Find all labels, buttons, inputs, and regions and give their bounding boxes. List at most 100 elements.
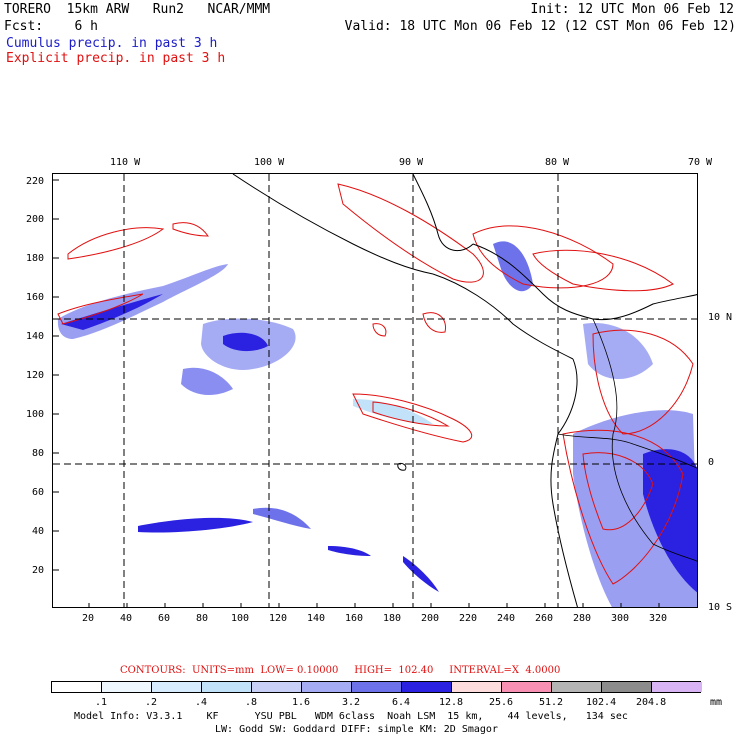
color-bar-cell	[152, 682, 202, 692]
explicit-precip-contours	[57, 183, 694, 585]
right-tick-label: 10 N	[708, 312, 733, 323]
coastline-central-america	[432, 273, 574, 360]
cumulus-band-west-core	[61, 294, 163, 330]
color-bar-cell	[352, 682, 402, 692]
color-bar-label: .4	[195, 697, 208, 708]
border-line	[557, 433, 697, 469]
left-tick-label: 40	[32, 526, 45, 537]
color-bar-cell	[102, 682, 152, 692]
color-bar-label: .1	[95, 697, 108, 708]
cumulus-streak-3	[328, 546, 371, 556]
color-bar-label: 6.4	[392, 697, 411, 708]
frame-ticks	[53, 179, 660, 607]
forecast-hour: Fcst: 6 h	[4, 19, 98, 34]
explicit-contour	[372, 323, 387, 337]
color-bar-cell	[552, 682, 602, 692]
bottom-tick-label: 40	[120, 613, 133, 624]
color-bar-cell	[402, 682, 452, 692]
left-tick-label: 20	[32, 565, 45, 576]
coastline-mexico	[232, 174, 434, 275]
explicit-contour	[352, 393, 473, 443]
model-info-line2: LW: Godd SW: Goddard DIFF: simple KM: 2D…	[215, 724, 498, 735]
explicit-contour	[422, 312, 447, 333]
bottom-tick-label: 160	[345, 613, 364, 624]
cumulus-streak-1	[138, 517, 253, 533]
color-bar-cell	[602, 682, 652, 692]
left-tick-label: 140	[26, 331, 45, 342]
bottom-tick-label: 240	[497, 613, 516, 624]
cumulus-speckle-pacific	[353, 399, 433, 424]
explicit-contour	[337, 183, 484, 283]
explicit-contour	[172, 222, 209, 237]
color-bar-label: .8	[245, 697, 258, 708]
bottom-tick-label: 20	[82, 613, 95, 624]
run-title: TORERO 15km ARW Run2 NCAR/MMM	[4, 2, 271, 17]
bottom-tick-label: 140	[307, 613, 326, 624]
explicit-contour	[562, 429, 684, 585]
explicit-contour	[67, 227, 165, 260]
right-tick-label: 0	[708, 457, 715, 468]
color-bar-cell	[652, 682, 702, 692]
cumulus-cluster-south	[181, 367, 233, 396]
left-tick-label: 220	[26, 176, 45, 187]
cumulus-cluster-central-core	[223, 332, 268, 352]
explicit-contour	[532, 249, 674, 292]
bottom-tick-label: 80	[196, 613, 209, 624]
explicit-contour	[472, 225, 614, 289]
left-tick-label: 200	[26, 214, 45, 225]
bottom-tick-label: 300	[611, 613, 630, 624]
bottom-tick-label: 260	[535, 613, 554, 624]
bottom-tick-label: 320	[649, 613, 668, 624]
left-tick-label: 160	[26, 292, 45, 303]
bottom-tick-label: 100	[231, 613, 250, 624]
model-info-line1: Model Info: V3.3.1 KF YSU PBL WDM 6class…	[74, 711, 628, 722]
explicit-contour	[582, 452, 654, 531]
color-bar-cell	[52, 682, 102, 692]
color-bar-cell	[202, 682, 252, 692]
bottom-tick-label: 280	[573, 613, 592, 624]
color-bar-label: 25.6	[489, 697, 514, 708]
left-tick-label: 120	[26, 370, 45, 381]
color-bar-cell	[502, 682, 552, 692]
cumulus-precip-areas	[57, 241, 697, 607]
coastlines	[232, 174, 697, 607]
top-tick-label: 70 W	[688, 157, 713, 168]
color-bar-cell	[452, 682, 502, 692]
explicit-contour	[592, 329, 694, 435]
bottom-tick-label: 200	[421, 613, 440, 624]
color-bar-label: 3.2	[342, 697, 361, 708]
color-bar-cell	[252, 682, 302, 692]
political-borders	[557, 318, 697, 562]
color-bar-label: 1.6	[292, 697, 311, 708]
color-bar	[51, 681, 702, 693]
cumulus-streak-2	[253, 507, 311, 529]
top-tick-label: 90 W	[399, 157, 424, 168]
right-tick-label: 10 S	[708, 602, 733, 613]
coastline-south-america-west	[550, 358, 578, 607]
bottom-tick-label: 220	[459, 613, 478, 624]
lat-lon-grid	[53, 174, 697, 607]
bottom-tick-label: 180	[383, 613, 402, 624]
color-bar-units: mm	[710, 697, 723, 708]
top-tick-label: 80 W	[545, 157, 570, 168]
explicit-contour	[57, 293, 144, 325]
map-canvas	[53, 174, 697, 607]
left-tick-label: 100	[26, 409, 45, 420]
precip-map	[52, 173, 698, 608]
color-bar-cell	[302, 682, 352, 692]
coastline-yucatan	[412, 174, 474, 252]
explicit-legend: Explicit precip. in past 3 h	[6, 51, 226, 66]
bottom-tick-label: 120	[269, 613, 288, 624]
valid-time: Valid: 18 UTC Mon 06 Feb 12 (12 CST Mon …	[344, 19, 736, 34]
color-bar-label: .2	[145, 697, 158, 708]
top-tick-label: 100 W	[254, 157, 285, 168]
cumulus-legend: Cumulus precip. in past 3 h	[6, 36, 218, 51]
left-tick-label: 80	[32, 448, 45, 459]
border-line	[592, 318, 697, 562]
coastline-galapagos	[397, 463, 407, 471]
color-bar-label: 204.8	[636, 697, 667, 708]
bottom-tick-label: 60	[158, 613, 171, 624]
color-bar-label: 102.4	[586, 697, 617, 708]
explicit-contour	[372, 401, 450, 427]
init-time: Init: 12 UTC Mon 06 Feb 12	[530, 2, 735, 17]
